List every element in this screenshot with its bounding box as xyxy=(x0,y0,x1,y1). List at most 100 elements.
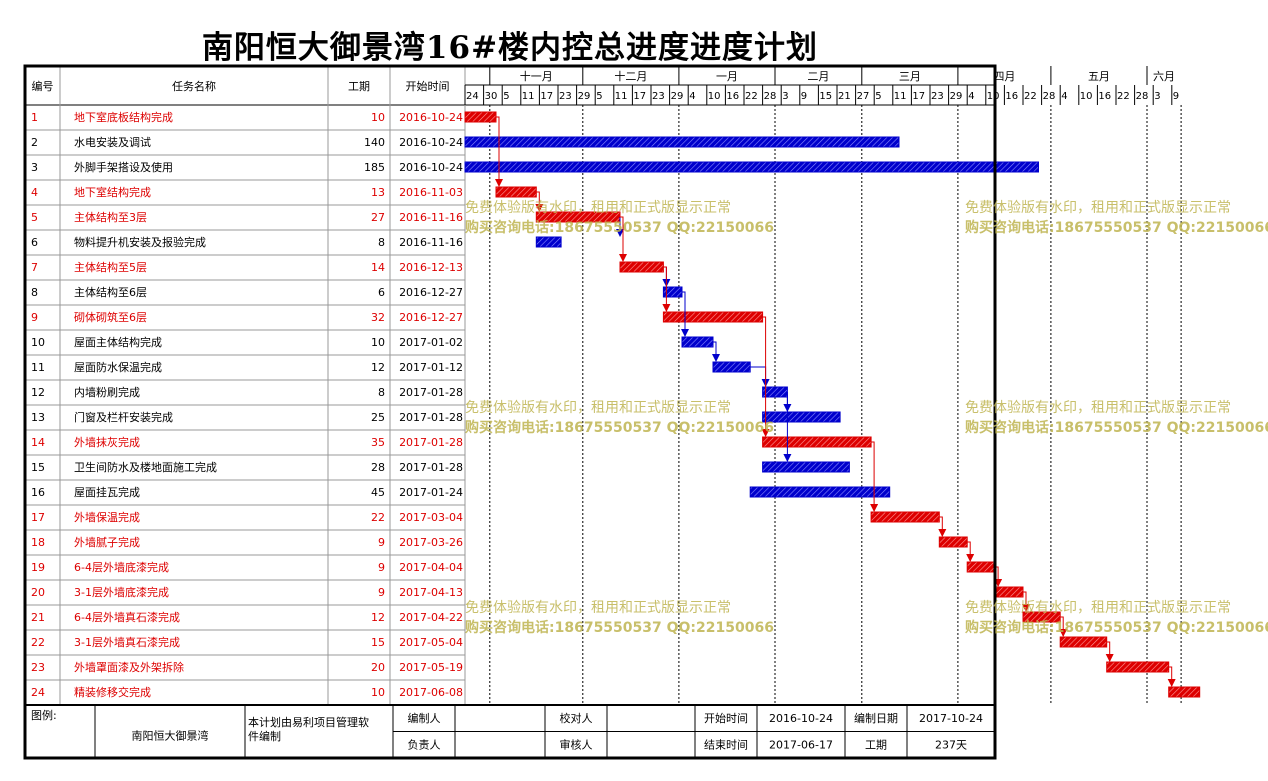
tick-label: 16 xyxy=(726,91,739,102)
task-bar xyxy=(681,336,714,348)
task-start: 2017-03-04 xyxy=(399,511,463,524)
task-id: 5 xyxy=(31,211,38,224)
task-duration: 15 xyxy=(371,636,385,649)
tick-label: 16 xyxy=(1005,91,1018,102)
task-name: 外墙保温完成 xyxy=(74,510,140,524)
task-duration: 20 xyxy=(371,661,385,674)
dependency-link xyxy=(495,116,503,187)
tick-label: 27 xyxy=(857,91,870,102)
tick-label: 23 xyxy=(652,91,665,102)
task-id: 3 xyxy=(31,161,38,174)
tick-label: 17 xyxy=(633,91,646,102)
watermark-line: 购买咨询电话:18675550537 QQ:22150066 xyxy=(465,420,774,436)
tick-label: 3 xyxy=(1154,91,1160,102)
tick-label: 17 xyxy=(912,91,925,102)
task-start: 2017-04-04 xyxy=(399,561,463,574)
month-label: 十一月 xyxy=(520,69,553,83)
footer-dur-value: 237天 xyxy=(935,739,967,752)
month-label: 四月 xyxy=(993,70,1015,83)
task-duration: 12 xyxy=(371,611,385,624)
task-bar xyxy=(762,436,872,448)
tick-label: 4 xyxy=(689,91,695,102)
task-bar xyxy=(870,511,940,523)
tick-label: 5 xyxy=(596,91,602,102)
month-label: 一月 xyxy=(716,70,738,83)
task-bar xyxy=(749,486,891,498)
task-id: 22 xyxy=(31,636,45,649)
task-name: 地下室底板结构完成 xyxy=(74,110,173,124)
task-start: 2017-01-02 xyxy=(399,336,463,349)
task-duration: 25 xyxy=(371,411,385,424)
tick-label: 17 xyxy=(540,91,553,102)
header-start: 开始时间 xyxy=(406,79,450,93)
tick-label: 10 xyxy=(1080,91,1093,102)
task-start: 2016-12-13 xyxy=(399,261,463,274)
dependency-link xyxy=(1059,616,1068,637)
task-id: 17 xyxy=(31,511,45,524)
tick-label: 28 xyxy=(764,91,777,102)
task-start: 2016-10-24 xyxy=(399,111,463,124)
dependency-link xyxy=(662,266,671,312)
task-id: 24 xyxy=(31,686,45,699)
task-id: 4 xyxy=(31,186,38,199)
task-duration: 140 xyxy=(364,136,385,149)
task-duration: 185 xyxy=(364,161,385,174)
month-label: 二月 xyxy=(807,70,829,83)
task-bar xyxy=(712,361,751,373)
tick-label: 16 xyxy=(1098,91,1111,102)
watermark-line: 免费体验版有水印，租用和正式版显示正常 xyxy=(965,600,1231,616)
tick-label: 4 xyxy=(968,91,974,102)
task-start: 2017-01-28 xyxy=(399,411,463,424)
task-id: 2 xyxy=(31,136,38,149)
task-name: 屋面防水保温完成 xyxy=(74,360,162,374)
watermark-line: 免费体验版有水印，租用和正式版显示正常 xyxy=(465,600,731,616)
watermark-line: 免费体验版有水印，租用和正式版显示正常 xyxy=(465,200,731,216)
task-duration: 9 xyxy=(378,561,385,574)
legend-label: 图例: xyxy=(31,708,57,722)
task-duration: 35 xyxy=(371,436,385,449)
task-name: 砌体砌筑至6层 xyxy=(74,310,147,324)
task-name: 主体结构至6层 xyxy=(74,285,147,299)
task-bar xyxy=(966,561,996,573)
footer-end-value: 2017-06-17 xyxy=(769,739,833,752)
footer-date-label: 编制日期 xyxy=(854,711,898,725)
task-name: 6-4层外墙底漆完成 xyxy=(74,560,169,574)
task-duration: 45 xyxy=(371,486,385,499)
watermark-line: 免费体验版有水印，租用和正式版显示正常 xyxy=(465,400,731,416)
task-id: 14 xyxy=(31,436,45,449)
watermark-line: 购买咨询电话:18675550537 QQ:22150066 xyxy=(465,620,774,636)
tick-label: 28 xyxy=(1136,91,1149,102)
task-id: 13 xyxy=(31,411,45,424)
task-name: 3-1层外墙真石漆完成 xyxy=(74,635,180,649)
watermark-text: 免费体验版有水印，租用和正式版显示正常 购买咨询电话:18675550537 QQ… xyxy=(465,198,774,238)
task-id: 6 xyxy=(31,236,38,249)
dependency-link xyxy=(870,441,879,512)
watermark-line: 购买咨询电话:18675550537 QQ:22150066 xyxy=(965,620,1268,636)
task-id: 1 xyxy=(31,111,38,124)
watermark-text: 免费体验版有水印，租用和正式版显示正常购买咨询电话:18675550537 QQ… xyxy=(965,598,1268,638)
watermark-line: 免费体验版有水印，租用和正式版显示正常 xyxy=(965,400,1231,416)
tick-label: 3 xyxy=(782,91,788,102)
tick-label: 21 xyxy=(838,91,851,102)
task-bar xyxy=(762,411,841,423)
task-start: 2017-01-24 xyxy=(399,486,463,499)
watermark-line: 免费体验版有水印，租用和正式版显示正常 xyxy=(965,200,1231,216)
tick-label: 9 xyxy=(801,91,807,102)
task-bar xyxy=(762,461,850,473)
tick-label: 4 xyxy=(1061,91,1067,102)
task-duration: 10 xyxy=(371,686,385,699)
task-start: 2017-01-28 xyxy=(399,386,463,399)
task-id: 19 xyxy=(31,561,45,574)
task-bar xyxy=(464,136,900,148)
dependency-link xyxy=(712,341,720,362)
task-name: 外墙腻子完成 xyxy=(74,535,140,549)
task-start: 2017-01-28 xyxy=(399,436,463,449)
tick-label: 11 xyxy=(894,91,907,102)
task-id: 7 xyxy=(31,261,38,274)
header-id: 编号 xyxy=(32,79,54,93)
task-bar xyxy=(464,161,1039,173)
task-name: 物料提升机安装及报验完成 xyxy=(74,235,206,249)
tick-label: 11 xyxy=(615,91,628,102)
task-name: 外墙罩面漆及外架拆除 xyxy=(74,660,184,674)
